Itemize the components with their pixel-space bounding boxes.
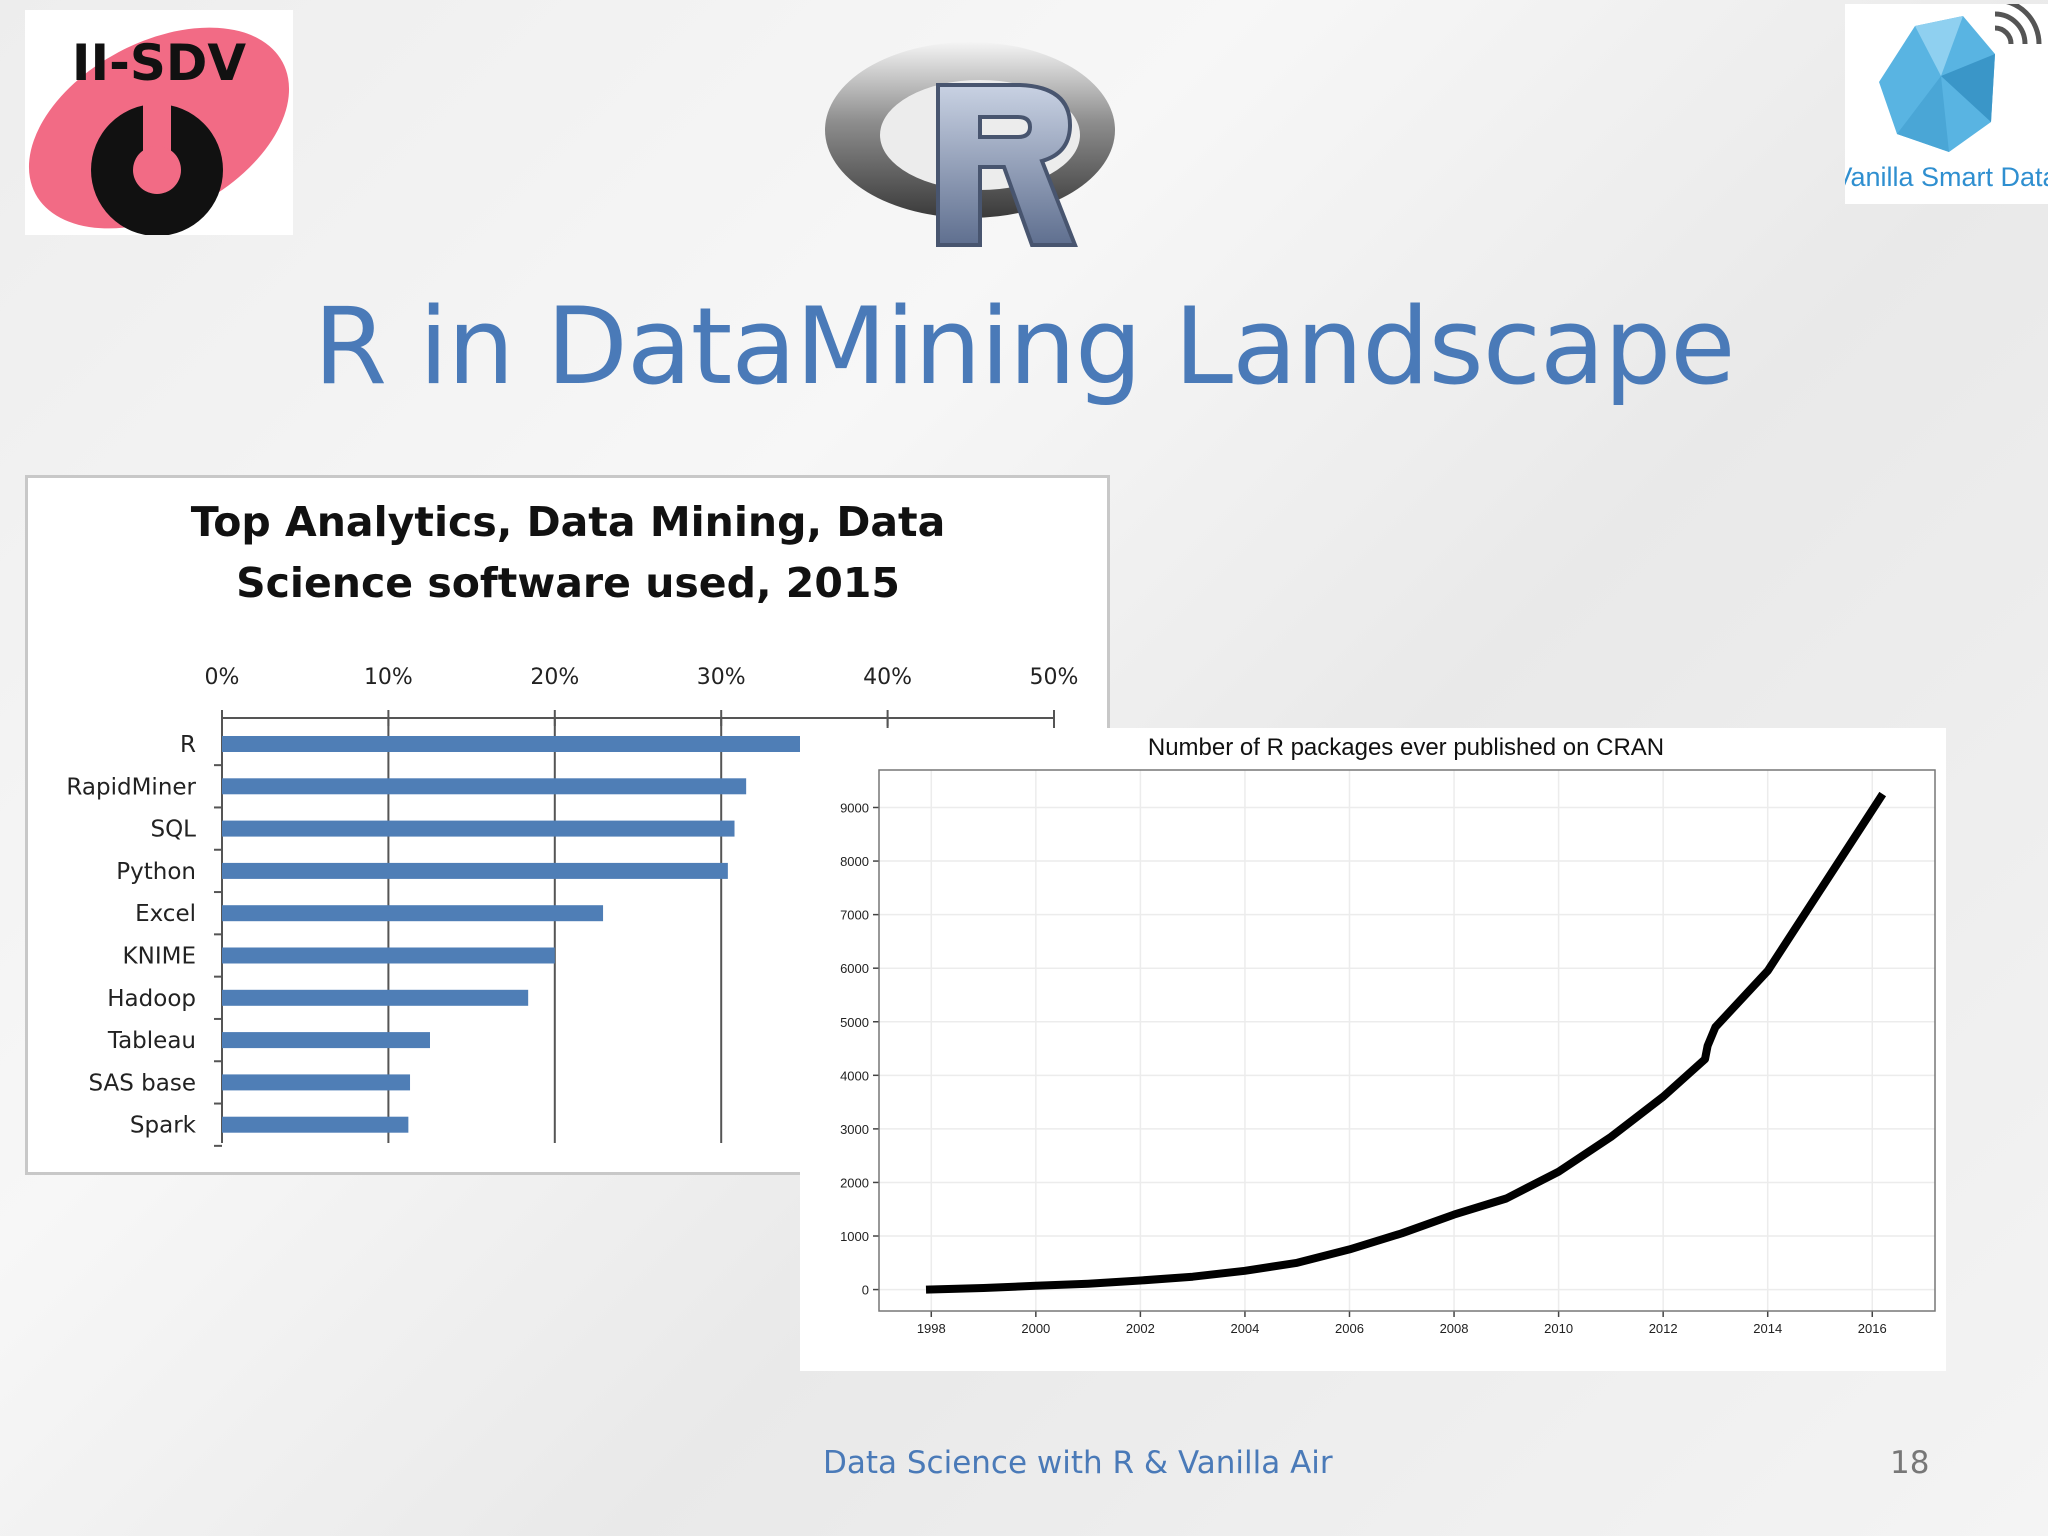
line-chart-title: Number of R packages ever published on C… [1148,734,1664,761]
bar-x-tick-label: 10% [364,665,413,690]
line-y-tick-label: 1000 [840,1229,869,1244]
signal-icon [1994,25,2014,45]
vanilla-smart-data-logo: Vanilla Smart Data [1834,0,2048,204]
line-y-tick-label: 6000 [840,961,869,976]
line-x-tick-label: 2016 [1858,1321,1887,1336]
bar-x-tick-label: 30% [697,665,746,690]
bar-category-label: Spark [130,1113,197,1139]
line-chart: Number of R packages ever published on C… [840,734,1936,1336]
bar-category-label: Tableau [107,1028,196,1054]
bar-chart-title-line: Top Analytics, Data Mining, Data [191,498,946,546]
bar [222,820,735,837]
signal-icon [1994,11,2028,45]
bar [222,862,728,879]
line-x-tick-label: 2008 [1440,1321,1469,1336]
slide-footer: Data Science with R & Vanilla Air [823,1445,1333,1481]
line-y-tick-label: 7000 [840,908,869,923]
bar-category-label: Excel [135,901,196,927]
line-x-tick-label: 2004 [1230,1321,1259,1336]
ii-sdv-logo-text: II-SDV [72,34,246,92]
line-plot-frame [878,769,1936,1312]
line-y-tick-label: 3000 [840,1122,869,1137]
line-x-tick-label: 1998 [917,1321,946,1336]
ii-sdv-logo: II-SDV [25,10,293,236]
bar-x-tick-label: 20% [530,665,579,690]
bar-x-tick-label: 40% [863,665,912,690]
bar [222,1074,411,1091]
line-x-tick-label: 2000 [1021,1321,1050,1336]
line-y-tick-label: 9000 [840,800,869,815]
bar [222,778,747,795]
bar-category-label: R [180,732,196,758]
line-x-tick-label: 2002 [1126,1321,1155,1336]
bar-x-tick-label: 0% [205,665,240,690]
line-chart-panel: Number of R packages ever published on C… [800,728,1946,1371]
line-y-tick-label: 5000 [840,1015,869,1030]
crystal-facet-shape [1897,76,1949,152]
r-logo [820,25,1120,255]
bar-category-label: SAS base [89,1070,197,1096]
r-letter-shape [936,83,1078,247]
bar-chart-title-line: Science software used, 2015 [236,559,900,607]
line-x-tick-label: 2010 [1544,1321,1573,1336]
line-y-tick-label: 8000 [840,854,869,869]
crystal-facet-shape [1941,54,1995,122]
vanilla-logo-text: Vanilla Smart Data [1845,162,2048,192]
bar [222,905,604,922]
line-x-tick-label: 2006 [1335,1321,1364,1336]
bar-category-label: SQL [150,817,196,843]
bar [222,1116,409,1133]
crystal-facet-shape [1915,16,1963,76]
line-y-tick-label: 0 [862,1283,869,1298]
bar-category-label: KNIME [123,944,196,970]
bar [222,947,555,964]
disc-center-shape [133,146,181,194]
line-y-tick-label: 2000 [840,1175,869,1190]
line-x-tick-label: 2012 [1649,1321,1678,1336]
bar [222,989,529,1006]
bar-category-label: Python [116,859,196,885]
line-series-path [925,791,1887,1294]
bar-category-label: Hadoop [107,986,196,1012]
bar-x-tick-label: 50% [1030,665,1079,690]
page-number: 18 [1890,1445,1930,1481]
bar [222,1032,430,1049]
line-y-tick-label: 4000 [840,1068,869,1083]
bar-category-label: RapidMiner [66,774,196,800]
line-x-tick-label: 2014 [1753,1321,1782,1336]
bar [222,736,805,752]
bar-chart: Top Analytics, Data Mining, Data Science … [66,498,1079,1147]
slide-title: R in DataMining Landscape [313,285,1736,408]
